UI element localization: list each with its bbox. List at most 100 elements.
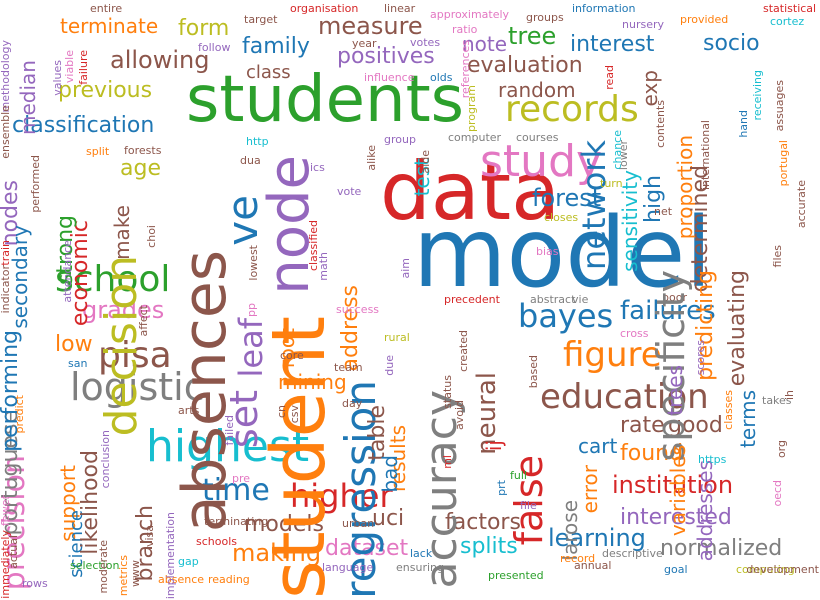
cloud-word: terms — [736, 390, 760, 448]
cloud-word: choi — [145, 225, 158, 248]
cloud-word: year — [352, 37, 377, 50]
cloud-word: positives — [337, 44, 435, 69]
cloud-word: fewer — [0, 495, 12, 526]
cloud-word: olds — [430, 71, 453, 84]
cloud-word: age — [120, 156, 161, 181]
cloud-word: random — [498, 78, 576, 102]
cloud-word: time — [202, 473, 270, 508]
cloud-word: receiving — [751, 70, 764, 121]
cloud-word: forest — [532, 184, 602, 212]
cloud-word: cn — [275, 405, 288, 419]
cloud-word: chance — [611, 130, 624, 170]
cloud-word: performed — [29, 155, 42, 213]
cloud-word: courses — [516, 131, 559, 144]
cloud-word: actual — [7, 535, 20, 569]
cloud-word: attendance — [61, 240, 74, 303]
cloud-word: day — [342, 397, 363, 410]
cloud-word: bias — [536, 245, 559, 258]
cloud-word: hand — [737, 110, 750, 138]
cloud-word: vie — [572, 293, 589, 306]
cloud-word: interest — [570, 32, 655, 57]
cloud-word: allowing — [110, 46, 210, 74]
cloud-word: terminate — [60, 14, 159, 38]
cloud-word: study — [480, 136, 603, 187]
cloud-word: vote — [337, 185, 362, 198]
cloud-word: turn — [600, 177, 623, 190]
cloud-word: students — [186, 63, 464, 137]
cloud-word: methodology — [0, 40, 12, 113]
cloud-word: factors — [445, 510, 521, 535]
cloud-word: splits — [460, 534, 518, 559]
cloud-word: takes — [762, 394, 792, 407]
cloud-word: highest — [146, 421, 310, 472]
cloud-word: assuages — [773, 80, 786, 132]
cloud-word: ensemble — [0, 105, 12, 159]
cloud-word: sensitivity — [618, 170, 642, 272]
cloud-word: pre — [232, 472, 251, 485]
cloud-word: record — [560, 552, 596, 565]
cloud-word: models — [244, 512, 324, 537]
cloud-word: data — [380, 145, 561, 238]
cloud-word: rows — [22, 577, 48, 590]
cloud-word: cross — [620, 327, 649, 340]
cloud-word: success — [336, 303, 380, 316]
cloud-word: uci — [372, 506, 405, 531]
cloud-word: make — [110, 205, 134, 260]
cloud-word: good — [668, 413, 723, 438]
cloud-word: ih — [783, 390, 796, 401]
cloud-word: learning — [548, 524, 646, 552]
cloud-word: logistic — [70, 365, 205, 409]
cloud-word: tree — [508, 22, 557, 50]
cloud-word: oecd — [771, 480, 784, 507]
cloud-word: variables — [666, 445, 690, 537]
cloud-word: status — [441, 375, 454, 409]
cloud-word: trees — [663, 365, 687, 416]
cloud-word: ics — [310, 161, 325, 174]
cloud-word: pisa — [98, 335, 172, 376]
cloud-word: moderate — [97, 540, 110, 594]
cloud-word: closes — [544, 211, 579, 224]
cloud-word: indicator — [0, 265, 12, 314]
cloud-word: error — [578, 465, 602, 514]
cloud-word: due — [383, 355, 396, 376]
cloud-word: making — [232, 539, 322, 567]
cloud-word: poor — [662, 291, 687, 304]
cloud-word: leaf — [232, 318, 270, 378]
cloud-word: gap — [178, 555, 199, 568]
cloud-word: reading — [208, 573, 250, 586]
cloud-word: higher — [290, 477, 393, 515]
cloud-word: org — [775, 440, 788, 459]
cloud-word: failed — [223, 415, 236, 446]
cloud-word: files — [771, 245, 784, 268]
cloud-word: alike — [365, 145, 378, 171]
cloud-word: predict — [13, 395, 26, 434]
cloud-word: form — [178, 16, 230, 41]
cloud-word: failure — [77, 50, 90, 85]
cloud-word: measure — [318, 12, 423, 40]
cloud-word: lack — [410, 547, 433, 560]
cloud-word: computing — [736, 563, 795, 576]
cloud-word: model — [413, 197, 712, 309]
cloud-word: address — [338, 285, 363, 372]
cloud-word: abstract — [530, 293, 576, 306]
cloud-word: bad — [378, 455, 402, 493]
cloud-word: created — [457, 330, 470, 372]
cloud-word: evaluation — [467, 53, 583, 78]
cloud-word: cart — [578, 434, 618, 458]
cloud-word: csv — [288, 405, 301, 424]
cloud-word: selection — [70, 559, 120, 572]
cloud-word: performing — [0, 330, 23, 452]
cloud-word: median — [16, 60, 40, 135]
cloud-word: aim — [399, 258, 412, 279]
cloud-word: votes — [410, 36, 441, 49]
cloud-word: mining — [278, 370, 347, 394]
cloud-word: file — [520, 499, 537, 512]
cloud-word: ve — [218, 195, 267, 246]
cloud-word: https — [698, 453, 727, 466]
cloud-word: ij — [482, 440, 506, 452]
cloud-word: lowest — [247, 245, 260, 281]
cloud-word: low — [55, 332, 93, 357]
cloud-word: affect — [137, 305, 150, 337]
cloud-word: goal — [664, 563, 688, 576]
